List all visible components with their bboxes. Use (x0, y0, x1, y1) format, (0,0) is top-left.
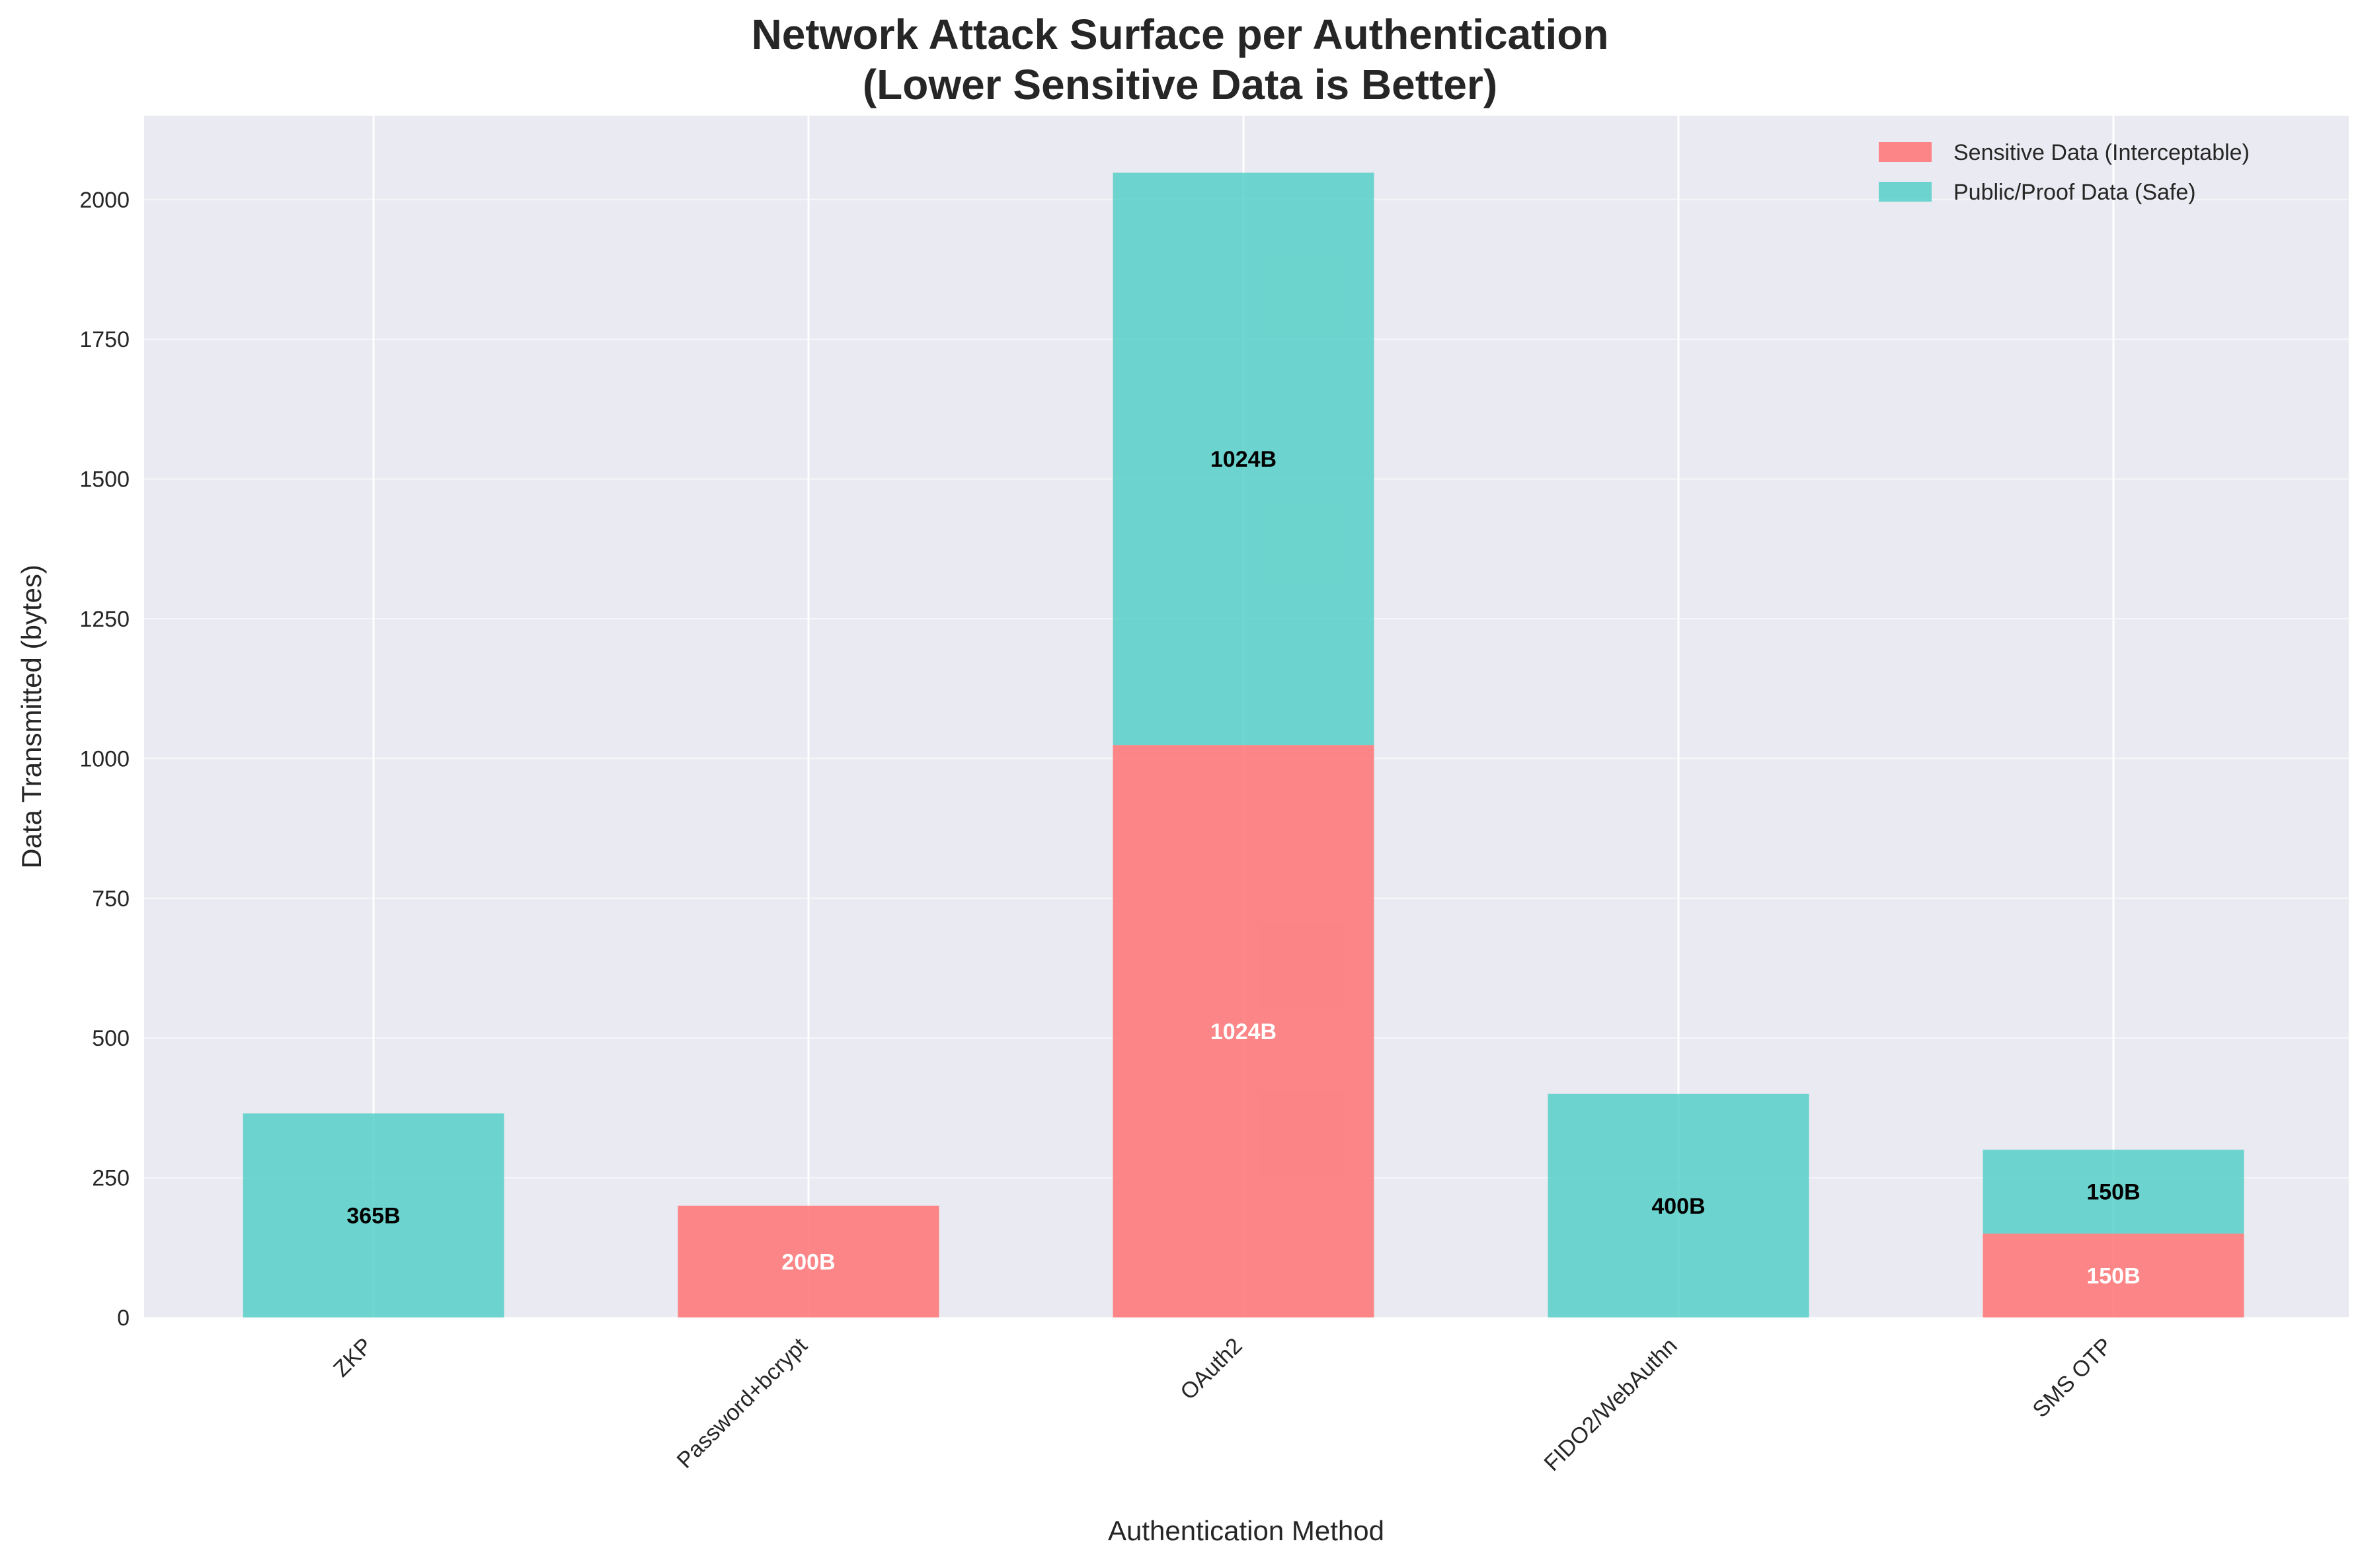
legend-label-sensitive: Sensitive Data (Interceptable) (1953, 140, 2250, 165)
chart-title-line1: Network Attack Surface per Authenticatio… (752, 11, 1609, 58)
y-axis-ticks: 0 250 500 750 1000 1250 1500 1750 2000 (79, 188, 130, 1331)
legend: Sensitive Data (Interceptable) Public/Pro… (1879, 140, 2250, 205)
y-tick-label-3: 750 (92, 886, 130, 912)
x-axis-label: Authentication Method (1108, 1515, 1384, 1546)
bar-value-label-public-0: 365B (346, 1204, 400, 1229)
x-tick-label-0: ZKP (329, 1333, 377, 1382)
bar-value-label-sensitive-4: 150B (2086, 1264, 2140, 1289)
bar-public-0 (243, 1113, 504, 1317)
y-tick-label-8: 2000 (79, 188, 130, 213)
x-tick-label-3: FIDO2/WebAuthn (1539, 1333, 1682, 1476)
bar-value-label-sensitive-1: 200B (781, 1249, 835, 1274)
legend-swatch-sensitive (1879, 142, 1932, 162)
bar-sensitive-4 (1983, 1234, 2244, 1317)
bars-layer (243, 173, 2244, 1317)
legend-swatch-public (1879, 182, 1932, 202)
chart-title-line2: (Lower Sensitive Data is Better) (863, 61, 1497, 108)
bar-labels-layer: 365B 200B 1024B 1024B 400B 150B 150B (346, 447, 2140, 1288)
y-tick-label-1: 250 (92, 1166, 130, 1191)
y-tick-label-0: 0 (117, 1306, 130, 1331)
bar-sensitive-2 (1113, 745, 1374, 1317)
y-tick-label-2: 500 (92, 1026, 130, 1051)
x-tick-label-1: Password+bcrypt (672, 1333, 812, 1473)
legend-label-public: Public/Proof Data (Safe) (1953, 180, 2196, 205)
bar-sensitive-1 (678, 1205, 939, 1317)
y-axis-label: Data Transmitted (bytes) (16, 565, 47, 869)
bar-value-label-public-3: 400B (1651, 1194, 1705, 1219)
x-tick-label-4: SMS OTP (2028, 1333, 2117, 1423)
y-tick-label-4: 1000 (79, 746, 130, 771)
bar-public-3 (1548, 1093, 1809, 1317)
x-axis-ticks: ZKP Password+bcrypt OAuth2 FIDO2/WebAuthn SM… (329, 1333, 2117, 1476)
bar-value-label-public-2: 1024B (1210, 447, 1277, 472)
y-tick-label-5: 1250 (79, 607, 130, 632)
bar-value-label-sensitive-2: 1024B (1210, 1019, 1277, 1044)
y-tick-label-7: 1750 (79, 327, 130, 352)
bar-public-4 (1983, 1150, 2244, 1234)
x-tick-label-2: OAuth2 (1175, 1333, 1247, 1405)
bar-public-2 (1113, 173, 1374, 746)
bar-value-label-public-4: 150B (2086, 1180, 2140, 1205)
y-tick-label-6: 1500 (79, 467, 130, 492)
